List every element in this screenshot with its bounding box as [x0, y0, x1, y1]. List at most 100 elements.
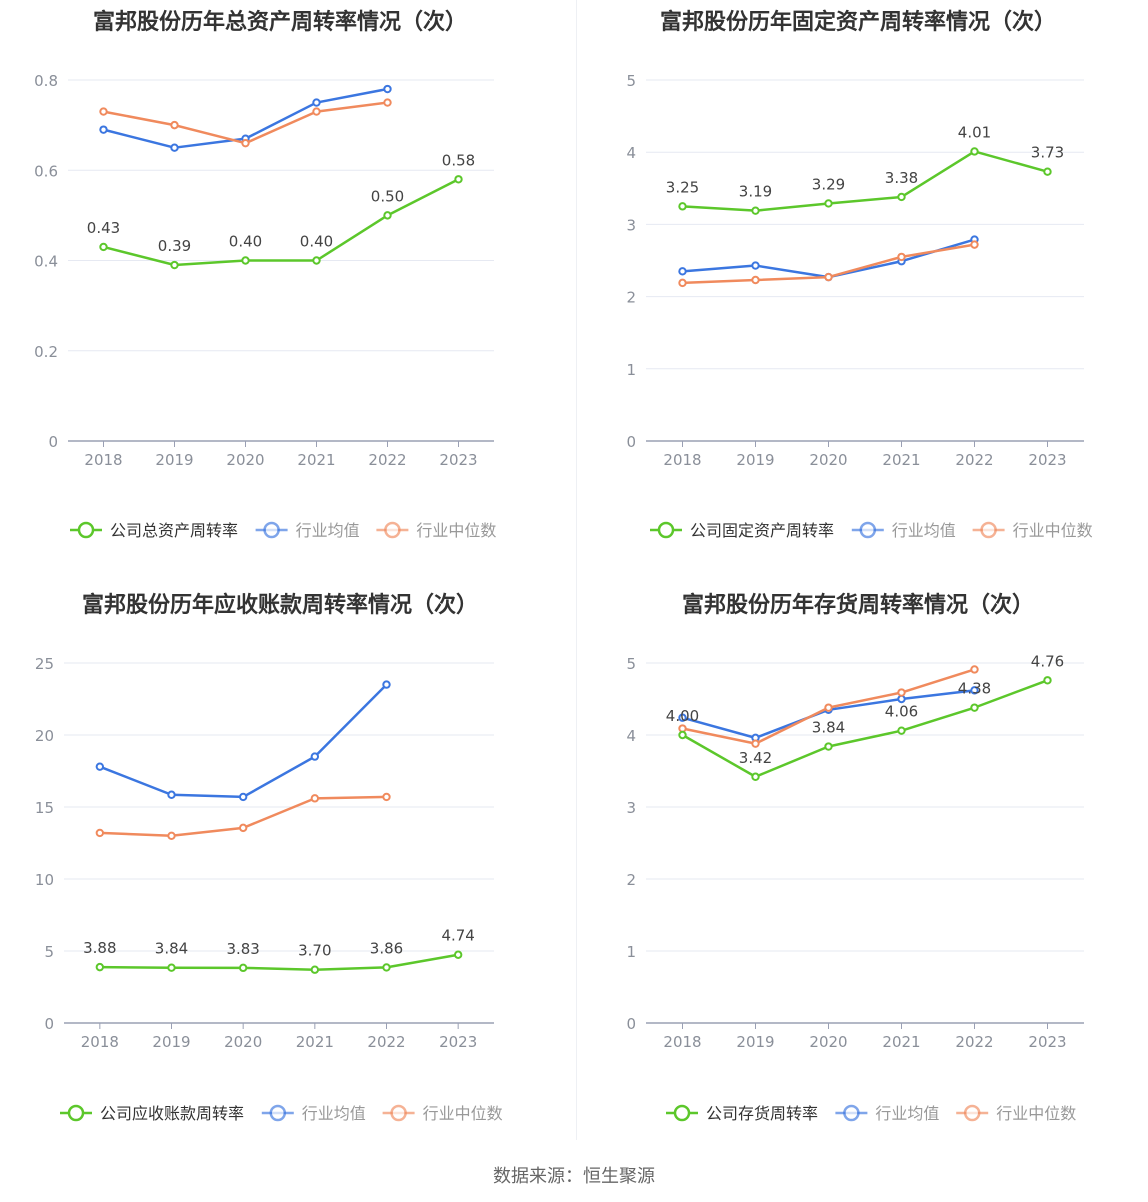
data-label: 3.38 — [885, 169, 918, 187]
legend-label: 行业均值 — [875, 1104, 939, 1123]
y-tick-label: 20 — [35, 727, 54, 745]
data-point-median — [95, 828, 105, 838]
data-point-company — [751, 772, 760, 781]
chart-inventory-turnover: 富邦股份历年存货周转率情况（次） 0 1 2 3 4 5 2018 2019 2020 2021 2… — [578, 583, 1138, 1143]
data-point-company — [824, 199, 833, 208]
data-point-median — [824, 703, 833, 712]
legend-label: 行业中位数 — [996, 1104, 1076, 1123]
legend-item-median: 行业中位数 — [956, 1104, 1076, 1123]
data-point-median — [897, 252, 906, 262]
chart-plot: 0 1 2 3 4 5 2018 2019 2020 2021 2022 2023 3.25 3.19 3.… — [626, 72, 1093, 540]
series-line-company — [103, 178, 460, 267]
data-point-company — [678, 202, 687, 211]
data-point-median — [167, 831, 176, 841]
data-point-company — [241, 256, 250, 265]
data-point-median — [897, 688, 906, 697]
y-tick-label: 5 — [626, 72, 636, 90]
data-point-median — [751, 275, 760, 285]
x-tick-label: 2020 — [809, 451, 847, 469]
y-tick-label: 5 — [626, 655, 636, 673]
chart-plot: 0 0.2 0.4 0.6 0.8 2018 2019 2020 2021 2022 2023 0.4… — [34, 72, 496, 540]
legend-marker — [269, 1104, 287, 1122]
chart-receivable-turnover: 富邦股份历年应收账款周转率情况（次） 0 5 10 15 20 25 2018 2019 202… — [0, 583, 560, 1143]
data-point-company — [970, 703, 979, 712]
y-tick-label: 4 — [626, 727, 636, 745]
y-tick-label: 0.4 — [34, 253, 58, 271]
y-tick-label: 2 — [626, 871, 636, 889]
data-point-company — [1043, 167, 1052, 176]
legend-item-median: 行业中位数 — [376, 521, 496, 540]
legend-item-company: 公司固定资产周转率 — [650, 521, 834, 540]
data-label: 4.06 — [885, 703, 918, 721]
data-point-median — [970, 240, 979, 249]
legend-label: 行业均值 — [892, 521, 956, 540]
data-point-company — [897, 726, 906, 735]
x-tick-label: 2022 — [367, 1033, 405, 1051]
x-tick-label: 2020 — [226, 451, 264, 469]
x-tick-label: 2022 — [955, 451, 993, 469]
data-label: 3.25 — [666, 178, 699, 196]
data-label: 3.88 — [83, 939, 116, 957]
legend-item-company: 公司存货周转率 — [666, 1104, 818, 1123]
data-source: 数据来源：恒生聚源 — [493, 1166, 655, 1187]
data-point-median — [824, 272, 833, 282]
data-point-avg — [751, 261, 760, 270]
data-label: 0.50 — [371, 187, 404, 205]
data-point-avg — [382, 680, 391, 689]
legend-item-avg: 行业均值 — [255, 521, 360, 540]
data-label: 3.86 — [370, 939, 403, 957]
chart-title: 富邦股份历年应收账款周转率情况（次） — [81, 593, 478, 618]
y-tick-label: 1 — [626, 943, 636, 961]
data-label: 0.43 — [87, 219, 120, 237]
chart-title: 富邦股份历年存货周转率情况（次） — [681, 593, 1034, 618]
y-tick-label: 4 — [626, 144, 636, 162]
y-tick-label: 0.6 — [34, 162, 58, 180]
data-point-avg — [238, 792, 248, 802]
x-tick-label: 2022 — [955, 1033, 993, 1051]
data-label: 0.58 — [442, 151, 475, 169]
legend-marker — [67, 1104, 85, 1122]
data-point-median — [678, 724, 687, 733]
legend-item-company: 公司总资产周转率 — [70, 521, 238, 540]
data-point-avg — [99, 125, 108, 134]
data-label: 4.76 — [1031, 652, 1064, 670]
legend-label: 行业中位数 — [1013, 521, 1093, 540]
legend-marker — [390, 1104, 407, 1122]
data-label: 4.01 — [958, 123, 991, 141]
data-label: 3.73 — [1031, 144, 1064, 162]
data-point-avg — [970, 686, 979, 695]
x-tick-label: 2021 — [882, 451, 920, 469]
x-tick-label: 2019 — [736, 1033, 774, 1051]
data-point-avg — [383, 84, 392, 94]
data-point-company — [970, 147, 979, 156]
data-point-avg — [678, 713, 687, 722]
data-point-company — [454, 175, 463, 184]
legend-label: 公司固定资产周转率 — [690, 521, 834, 540]
chart-fixed-asset-turnover: 富邦股份历年固定资产周转率情况（次） 0 1 2 3 4 5 2018 2019 2020 202… — [578, 0, 1138, 560]
series-line-company — [681, 679, 1048, 779]
data-point-median — [99, 107, 108, 116]
chart-title: 富邦股份历年总资产周转率情况（次） — [92, 10, 467, 35]
series-line-avg — [682, 238, 975, 279]
y-tick-label: 0 — [48, 433, 58, 451]
data-point-company — [383, 211, 392, 220]
data-point-avg — [310, 752, 320, 761]
legend-label: 公司总资产周转率 — [110, 521, 238, 540]
data-point-avg — [312, 98, 321, 107]
data-label: 3.84 — [812, 719, 845, 737]
legend-label: 行业中位数 — [416, 521, 496, 540]
series-line-company — [99, 953, 459, 971]
data-label: 3.29 — [812, 175, 845, 193]
x-tick-label: 2023 — [1028, 1033, 1066, 1051]
y-tick-label: 0.8 — [34, 72, 58, 90]
x-tick-label: 2021 — [296, 1033, 334, 1051]
x-tick-label: 2022 — [368, 451, 406, 469]
data-label: 4.38 — [958, 680, 991, 698]
data-point-company — [897, 192, 906, 202]
y-tick-label: 3 — [626, 799, 636, 817]
data-point-company — [678, 730, 687, 740]
chart-plot: 0 5 10 15 20 25 2018 2019 2020 2021 2022 2023 3.88 3.… — [35, 655, 503, 1123]
y-tick-label: 3 — [626, 216, 636, 234]
y-tick-label: 15 — [35, 799, 54, 817]
legend-marker — [657, 521, 675, 539]
